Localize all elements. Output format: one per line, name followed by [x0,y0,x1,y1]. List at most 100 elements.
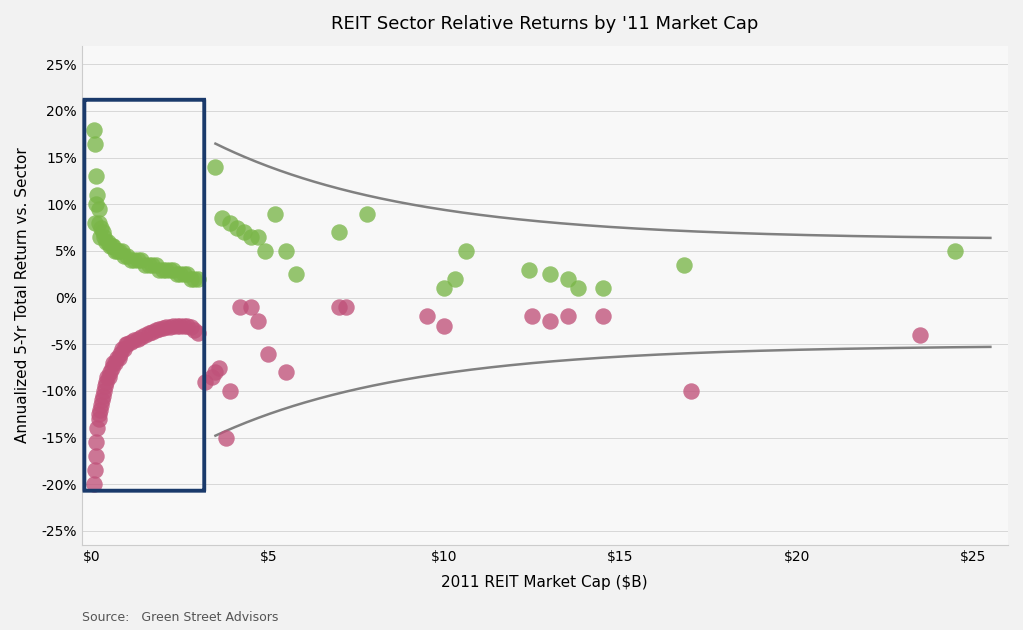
Point [257,246,273,256]
Point [179,269,195,279]
Point [154,265,171,275]
Point [267,209,283,219]
Point [189,274,206,284]
Point [221,386,237,396]
Point [176,321,192,331]
Y-axis label: Annualized 5-Yr Total Return vs. Sector: Annualized 5-Yr Total Return vs. Sector [15,147,30,443]
Point [947,246,964,256]
Point [235,227,252,238]
Point [99,372,116,382]
Point [169,269,185,279]
Point [169,321,185,331]
Point [88,199,104,209]
Point [232,302,249,312]
Point [108,353,125,364]
Point [186,325,203,335]
Point [87,465,103,475]
Point [126,255,142,265]
Point [172,269,188,279]
Point [140,260,157,270]
Point [93,222,109,232]
Point [288,269,305,279]
Point [105,241,122,251]
Point [133,255,149,265]
Point [242,302,259,312]
Point [98,236,115,246]
Point [137,260,153,270]
Point [100,236,117,246]
Point [542,316,559,326]
Point [162,265,178,275]
Point [359,209,375,219]
Point [137,330,153,340]
Point [228,222,244,232]
Point [277,367,294,377]
Title: REIT Sector Relative Returns by '11 Market Cap: REIT Sector Relative Returns by '11 Mark… [331,15,758,33]
Point [154,323,171,333]
Point [130,334,146,344]
Point [130,255,146,265]
Point [93,400,109,410]
Point [123,255,139,265]
Point [436,321,452,331]
Point [88,451,104,461]
Point [330,302,347,312]
Point [120,339,136,349]
Point [110,353,127,364]
Point [89,190,105,200]
Point [277,246,294,256]
Point [457,246,474,256]
Point [101,241,118,251]
Point [594,284,611,294]
Point [96,381,113,391]
Point [418,311,435,321]
Point [98,377,115,387]
Point [147,325,164,335]
Point [162,321,178,331]
Point [92,232,108,242]
Point [90,218,106,228]
Point [560,311,576,321]
Point [183,274,199,284]
Point [100,372,117,382]
Point [140,328,157,338]
Point [95,386,112,396]
Point [594,311,611,321]
Point [88,171,104,181]
Point [86,479,102,490]
Point [221,218,237,228]
X-axis label: 2011 REIT Market Cap ($B): 2011 REIT Market Cap ($B) [442,575,649,590]
Point [147,260,164,270]
Point [144,260,161,270]
Point [123,337,139,347]
Point [116,344,132,354]
Point [91,409,107,419]
Point [218,432,234,442]
Point [570,284,586,294]
Point [108,246,125,256]
Point [101,367,118,377]
Point [214,213,230,223]
Point [560,274,576,284]
Point [114,344,130,354]
Point [94,227,110,238]
Point [521,265,537,275]
Point [158,323,174,333]
Point [90,414,106,424]
Point [151,265,168,275]
Point [106,246,123,256]
Point [92,404,108,415]
Point [447,274,463,284]
Point [165,321,181,331]
Point [208,162,224,172]
Point [96,232,113,242]
Point [186,274,203,284]
Point [204,372,220,382]
Text: Source:   Green Street Advisors: Source: Green Street Advisors [82,610,278,624]
Point [172,321,188,331]
Point [242,232,259,242]
Point [250,232,266,242]
Point [151,324,168,335]
Point [114,246,130,256]
Point [158,265,174,275]
